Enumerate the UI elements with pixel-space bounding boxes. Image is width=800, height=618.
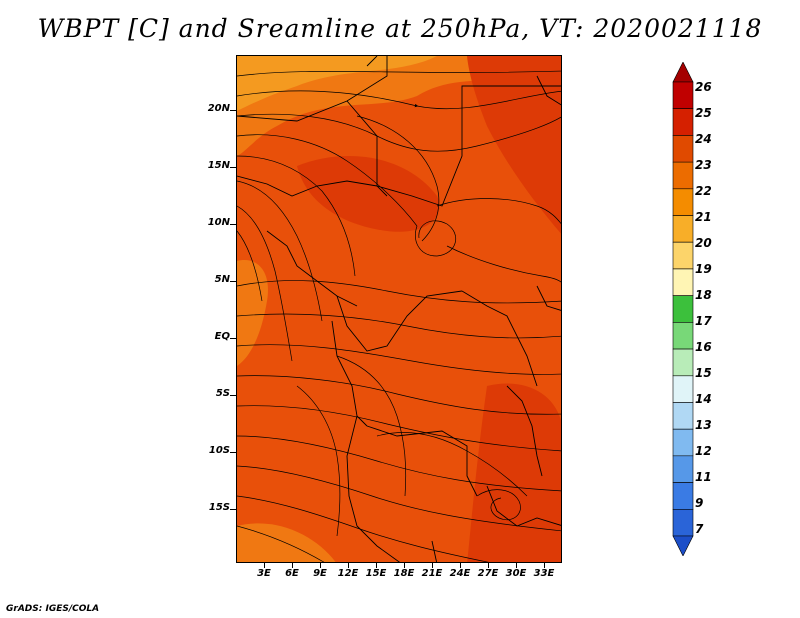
colorbar-label-23: 23 [695,158,712,172]
colorbar-cell [672,428,694,457]
colorbar-cell [672,482,694,510]
lon-label-15e: 15E [365,568,387,579]
lon-tick [460,563,461,568]
lon-label-33e: 33E [533,568,555,579]
lon-label-9e: 9E [313,568,327,579]
lon-label-3e: 3E [257,568,271,579]
colorbar-label-14: 14 [695,392,712,406]
lon-label-18e: 18E [393,568,415,579]
lat-label-5s: 5S [215,388,230,399]
lat-label-15n: 15N [207,160,230,171]
field-pale-north [237,56,437,111]
lon-tick [320,563,321,568]
lat-tick [230,224,236,225]
lon-label-27e: 27E [477,568,499,579]
lat-tick [230,167,236,168]
streamlines [237,70,561,562]
colorbar-label-25: 25 [695,106,712,120]
colorbar-label-12: 12 [695,444,712,458]
colorbar-label-7: 7 [695,522,704,536]
colorbar-label-17: 17 [695,314,712,328]
lon-label-12e: 12E [337,568,359,579]
colorbar-cell [672,215,694,243]
colorbar-cell [672,322,694,350]
colorbar-cell [672,348,694,377]
colorbar [672,62,694,556]
lon-label-24e: 24E [449,568,471,579]
colorbar-label-18: 18 [695,288,712,302]
lat-label-10n: 10N [207,217,230,228]
colorbar-label-19: 19 [695,262,712,276]
lon-tick [264,563,265,568]
colorbar-label-11: 11 [695,470,712,484]
lon-tick [432,563,433,568]
lon-tick [488,563,489,568]
colorbar-cell [672,508,694,537]
colorbar-cell [672,455,694,483]
colorbar-cell [672,161,694,190]
lon-tick [292,563,293,568]
colorbar-cell [672,62,694,83]
colorbar-label-9: 9 [695,496,704,510]
lon-tick [544,563,545,568]
grads-credit: GrADS: IGES/COLA [6,604,100,614]
colorbar-label-13: 13 [695,418,712,432]
lat-tick [230,395,236,396]
lat-label-eq: EQ [214,331,230,342]
lat-tick [230,338,236,339]
wbpt-field-map [237,56,561,562]
colorbar-label-24: 24 [695,132,712,146]
colorbar-label-20: 20 [695,236,712,250]
colorbar-label-16: 16 [695,340,712,354]
colorbar-cell [672,402,694,430]
colorbar-cell [672,535,694,556]
country-borders [237,56,561,562]
colorbar-cell [672,241,694,270]
lat-label-5n: 5N [214,274,230,285]
colorbar-cell [672,188,694,216]
colorbar-cell [672,108,694,136]
map-title: WBPT [C] and Sreamline at 250hPa, VT: 20… [37,14,763,43]
colorbar-label-21: 21 [695,210,712,224]
lon-label-30e: 30E [505,568,527,579]
lat-label-15s: 15S [208,502,230,513]
field-warm-northeast [467,56,561,234]
field-cool-west [237,260,268,366]
colorbar-cell [672,268,694,296]
colorbar-cell [672,295,694,323]
colorbar-cell [672,81,694,110]
lat-label-20n: 20N [207,103,230,114]
colorbar-cell [672,375,694,403]
lon-tick [404,563,405,568]
colorbar-label-26: 26 [695,80,712,94]
colorbar-label-22: 22 [695,184,712,198]
colorbar-cell [672,135,694,163]
lat-tick [230,281,236,282]
lon-tick [376,563,377,568]
map-panel [236,55,562,563]
lon-tick [348,563,349,568]
lat-label-10s: 10S [208,445,230,456]
lon-tick [516,563,517,568]
field-warm-southeast [467,383,561,562]
lon-label-21e: 21E [421,568,443,579]
colorbar-label-15: 15 [695,366,712,380]
lon-label-6e: 6E [285,568,299,579]
field-light-north [237,56,561,156]
field-warm-center [297,156,440,232]
lat-tick [230,452,236,453]
lat-tick [230,110,236,111]
lat-tick [230,509,236,510]
